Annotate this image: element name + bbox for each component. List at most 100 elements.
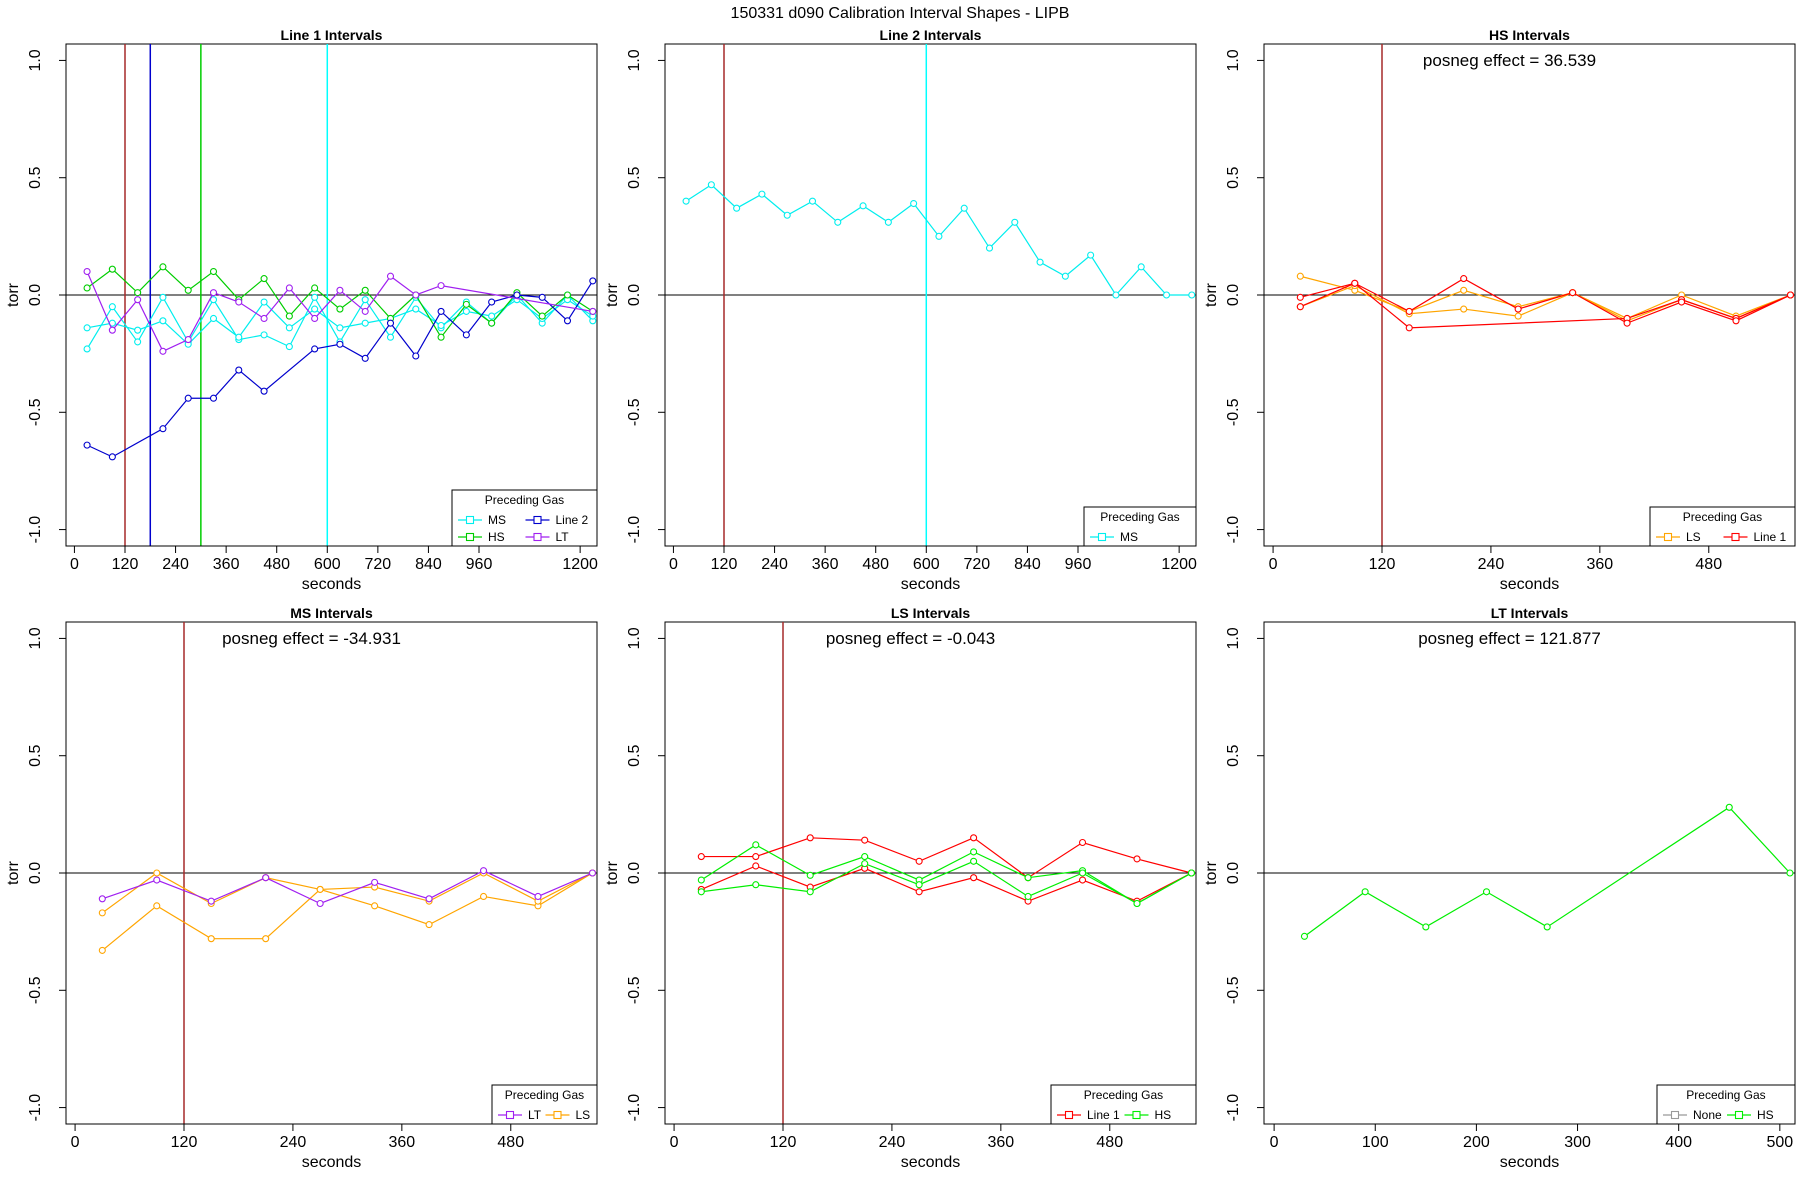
data-point: [386, 333, 395, 341]
data-point: [336, 324, 344, 332]
data-point: [1460, 275, 1468, 283]
data-point: [134, 338, 142, 346]
data-point: [915, 857, 923, 865]
y-tick-label: -0.5: [27, 976, 44, 1004]
data-point: [513, 291, 521, 299]
data-point: [985, 244, 994, 252]
figure-title: 150331 d090 Calibration Interval Shapes …: [731, 5, 1070, 22]
posneg-annotation: posneg effect = 36.539: [1423, 51, 1596, 70]
x-tick-label: 840: [415, 556, 442, 573]
data-point: [134, 296, 142, 304]
data-point: [1296, 293, 1304, 301]
x-tick-label: 840: [1014, 556, 1041, 573]
data-point: [260, 314, 268, 323]
data-point: [386, 272, 395, 280]
y-tick-label: 0.5: [626, 744, 643, 766]
legend-title: Preceding Gas: [1100, 510, 1179, 524]
data-point: [758, 190, 766, 198]
data-point: [479, 867, 488, 875]
x-tick-label: 600: [913, 556, 940, 573]
data-point: [1187, 869, 1196, 877]
data-point: [752, 853, 760, 861]
data-point: [970, 834, 978, 842]
x-tick-label: 120: [171, 1134, 198, 1151]
data-point: [783, 211, 791, 219]
data-point: [1024, 874, 1032, 882]
data-point: [1422, 923, 1430, 931]
data-point: [462, 307, 470, 315]
x-tick-label: 0: [1270, 1134, 1279, 1151]
panel-title: Line 1 Intervals: [281, 27, 383, 43]
data-point: [462, 300, 470, 308]
data-point: [412, 305, 420, 313]
x-tick-label: 200: [1463, 1134, 1490, 1151]
legend-label: MS: [488, 513, 506, 527]
data-point: [1514, 305, 1522, 313]
y-tick-label: 0.5: [626, 166, 643, 188]
data-point: [861, 860, 869, 868]
legend-title: Preceding Gas: [485, 493, 564, 507]
data-point: [697, 888, 705, 896]
y-axis-label: torr: [1203, 860, 1220, 885]
data-point: [108, 303, 116, 311]
legend-swatch-marker: [465, 532, 475, 542]
series-line: [1300, 282, 1791, 329]
data-point: [1405, 324, 1413, 332]
y-tick-label: 1.0: [27, 49, 44, 71]
data-point: [1514, 312, 1522, 320]
data-point: [262, 874, 270, 882]
legend-swatch-marker: [505, 1110, 515, 1120]
posneg-annotation: posneg effect = -0.043: [826, 629, 995, 648]
data-point: [209, 267, 218, 276]
legend-box: [1656, 1084, 1796, 1125]
data-point: [1786, 869, 1794, 877]
data-point: [462, 331, 470, 339]
data-point: [1623, 319, 1631, 327]
x-tick-label: 100: [1362, 1134, 1389, 1151]
series-line: [701, 865, 1192, 902]
data-point: [260, 387, 268, 395]
data-point: [488, 298, 496, 306]
data-point: [834, 218, 842, 226]
data-point: [935, 232, 943, 240]
data-point: [915, 881, 923, 889]
data-point: [184, 286, 192, 294]
data-point: [371, 878, 379, 886]
data-point: [861, 836, 869, 844]
data-point: [1137, 263, 1145, 271]
data-point: [1351, 279, 1359, 287]
data-point: [1036, 258, 1044, 266]
panel-3: HS Intervals 0 120 240 360 480 seconds -1.0 -0.5…: [1203, 27, 1796, 593]
y-axis-label: torr: [5, 860, 22, 885]
legend-label: None: [1693, 1108, 1722, 1122]
data-point: [361, 354, 369, 362]
data-point: [311, 284, 319, 292]
x-tick-label: 240: [879, 1134, 906, 1151]
data-point: [859, 202, 867, 210]
legend-swatch-marker: [1731, 532, 1740, 542]
y-tick-label: -0.5: [626, 976, 643, 1004]
y-tick-label: 0.5: [1225, 166, 1242, 188]
series-line: [700, 844, 1192, 905]
panel-2: Line 2 Intervals 0 120 240 360 480 600 720 840 96…: [604, 27, 1197, 593]
x-tick-label: 120: [770, 1134, 797, 1151]
legend-label: MS: [1120, 530, 1138, 544]
x-tick-label: 240: [280, 1134, 307, 1151]
x-tick-label: 240: [162, 556, 189, 573]
x-tick-label: 600: [314, 556, 341, 573]
data-point: [260, 275, 268, 283]
data-point: [697, 853, 705, 861]
series-line: [102, 869, 593, 905]
panel-1: Line 1 Intervals 0 120 240 360 480 600 720 840 96…: [5, 27, 598, 593]
data-point: [83, 324, 91, 332]
legend-label: Line 1: [1087, 1108, 1120, 1122]
data-point: [425, 895, 433, 903]
x-axis-label: seconds: [901, 1154, 961, 1171]
x-tick-label: 360: [987, 1134, 1014, 1151]
legend: Preceding Gas Line 1 HS: [1050, 1084, 1197, 1125]
x-tick-label: 480: [263, 556, 290, 573]
panel-4: MS Intervals 0 120 240 360 480 seconds -1.0 -0.5…: [5, 605, 598, 1171]
y-tick-label: 1.0: [626, 49, 643, 71]
panel-6: LT Intervals 0 100 200 300 400 500 seconds -1.0 -…: [1203, 605, 1796, 1171]
data-point: [311, 345, 319, 353]
